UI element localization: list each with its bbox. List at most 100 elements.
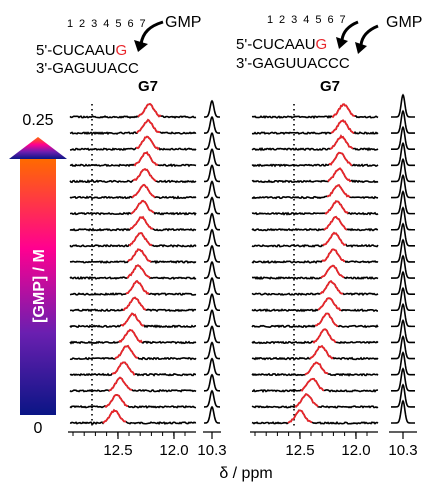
g7-peak — [126, 264, 151, 279]
reference-trace — [391, 383, 415, 408]
right-inset-tick-label: 10.3 — [388, 442, 417, 459]
reference-trace — [203, 309, 221, 328]
position-number: 7 — [340, 14, 346, 26]
reference-trace — [391, 222, 415, 247]
reference-trace — [391, 254, 415, 279]
left-reference-inset — [203, 99, 221, 424]
g7-peak — [314, 312, 339, 328]
spectrum-trace — [69, 103, 197, 119]
reference-trace — [204, 373, 220, 392]
g7-peak — [327, 167, 352, 183]
right-peak-label: G7 — [320, 78, 340, 95]
reference-trace — [391, 351, 415, 376]
right-ligand-label: GMP — [386, 14, 422, 31]
g7-peak — [131, 183, 156, 199]
g7-peak — [322, 231, 347, 247]
position-number: 1 — [267, 14, 273, 26]
reference-trace — [391, 206, 415, 231]
left-strand-bottom: 3'-GAGUUACC — [36, 60, 139, 77]
g7-peak — [323, 215, 348, 231]
reference-trace — [391, 141, 415, 167]
reference-trace — [391, 109, 415, 134]
spectrum-trace — [251, 409, 379, 425]
reference-trace — [391, 157, 415, 183]
g7-peak — [130, 199, 155, 215]
spectrum-trace — [251, 231, 379, 248]
reference-trace — [391, 318, 415, 344]
spectrum-trace — [251, 134, 379, 152]
position-number: 7 — [140, 18, 146, 30]
reference-trace — [204, 228, 220, 247]
reference-trace — [391, 367, 415, 392]
reference-trace — [203, 244, 221, 263]
g7-peak — [122, 296, 147, 312]
reference-trace — [204, 325, 220, 344]
right-spectra-panel: G7 12.5 12.0 10.3 — [250, 78, 418, 459]
position-number: 3 — [291, 14, 297, 26]
left-traces — [69, 102, 197, 426]
left-highlighted-base: G — [116, 42, 128, 59]
g7-peak — [331, 103, 356, 118]
x-axis-label: δ / ppm — [219, 465, 272, 482]
reference-trace — [204, 389, 220, 408]
g7-peak — [132, 168, 157, 182]
spectrum-trace — [69, 135, 197, 151]
g7-peak — [127, 248, 152, 263]
g7-peak — [321, 248, 346, 263]
reference-trace — [203, 180, 221, 199]
reference-trace — [391, 270, 415, 295]
g7-peak — [136, 118, 161, 134]
reference-trace — [391, 190, 415, 215]
spectrum-trace — [251, 297, 379, 313]
position-number: 6 — [327, 14, 333, 26]
g7-peak — [317, 297, 342, 312]
spectrum-trace — [251, 215, 379, 232]
reference-trace — [203, 276, 221, 295]
reference-trace — [391, 125, 415, 151]
right-strand-bottom: 3'-GAGUUACCC — [236, 55, 350, 72]
right-strand-top: 5'-CUCAAUG — [236, 36, 327, 53]
g7-peak — [129, 215, 154, 230]
left-strand-top: 5'-CUCAAUG — [36, 42, 127, 59]
g7-peak — [111, 361, 136, 376]
concentration-scale: 0.25 [GMP] / M 0 — [9, 112, 67, 437]
spectrum-trace — [69, 280, 197, 297]
spectrum-trace — [251, 280, 379, 297]
reference-trace — [391, 174, 415, 199]
left-inset-tick-label: 10.3 — [197, 442, 226, 459]
spectrum-trace — [251, 151, 379, 168]
position-number: 4 — [303, 14, 309, 26]
reference-trace — [204, 99, 220, 118]
left-spectra-panel: G7 12.5 12.0 10.3 — [68, 78, 227, 459]
g7-peak — [330, 119, 355, 135]
g7-peak — [133, 150, 159, 167]
right-highlighted-base: G — [316, 36, 328, 53]
g7-peak — [328, 151, 353, 167]
g7-peak — [128, 232, 153, 247]
g7-peak — [135, 135, 160, 151]
spectrum-trace — [251, 103, 379, 120]
reference-trace — [204, 260, 220, 279]
g7-peak — [329, 134, 354, 150]
scale-top-value: 0.25 — [22, 112, 53, 129]
reference-trace — [204, 293, 220, 312]
scale-bottom-value: 0 — [34, 420, 43, 437]
spectrum-trace — [69, 232, 197, 248]
g7-peak — [294, 392, 319, 408]
right-binding-arrowhead-2 — [355, 42, 367, 54]
g7-peak — [320, 264, 345, 279]
reference-trace — [204, 405, 220, 424]
position-number: 4 — [103, 18, 109, 30]
position-number: 1 — [67, 18, 73, 30]
position-number: 6 — [127, 18, 133, 30]
g7-peak — [108, 376, 133, 392]
g7-peak — [114, 344, 139, 360]
left-tick-label-12.5: 12.5 — [103, 442, 132, 459]
left-tick-label-12.0: 12.0 — [159, 442, 188, 459]
g7-peak — [125, 279, 150, 295]
